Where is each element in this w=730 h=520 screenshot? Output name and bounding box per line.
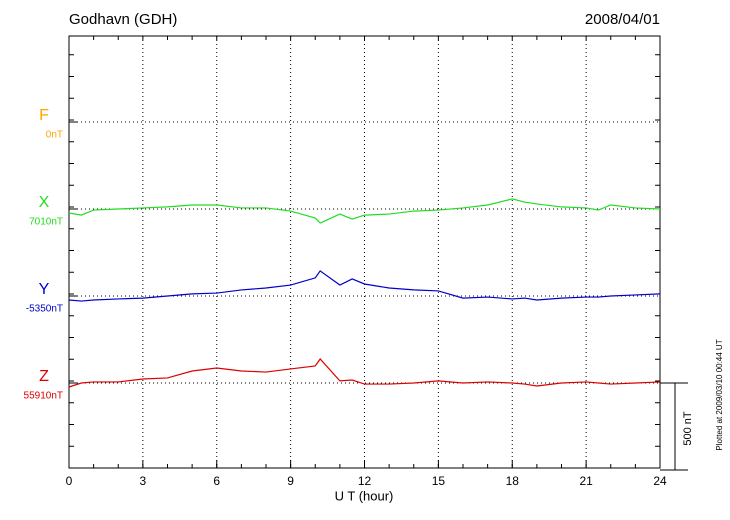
x-tick-label: 24 [653,474,667,488]
scale-bar-label: 500 nT [682,411,694,446]
legend-label: X [39,194,50,211]
series-line [68,270,661,302]
side-note: Plotted at 2009/03/10 00:44 UT [715,339,724,450]
x-tick-label: 9 [287,474,294,488]
series-line [68,198,661,224]
x-tick-label: 15 [432,474,446,488]
legend-label: F [39,107,49,124]
baseline-label: 7010nT [29,217,63,228]
legend-label: Z [39,368,49,385]
series-line [68,358,661,388]
chart-date: 2008/04/01 [585,11,660,28]
x-tick-label: 6 [213,474,220,488]
legend-label: Y [39,281,50,298]
x-tick-label: 0 [66,474,73,488]
baseline-label: -5350nT [26,304,63,315]
x-tick-label: 12 [358,474,372,488]
x-tick-label: 3 [140,474,147,488]
x-tick-label: 18 [506,474,520,488]
x-tick-label: 21 [579,474,593,488]
baseline-label: 0nT [46,130,63,141]
chart-title: Godhavn (GDH) [69,11,177,28]
x-axis-label: U T (hour) [335,488,394,503]
baseline-label: 55910nT [24,391,63,402]
